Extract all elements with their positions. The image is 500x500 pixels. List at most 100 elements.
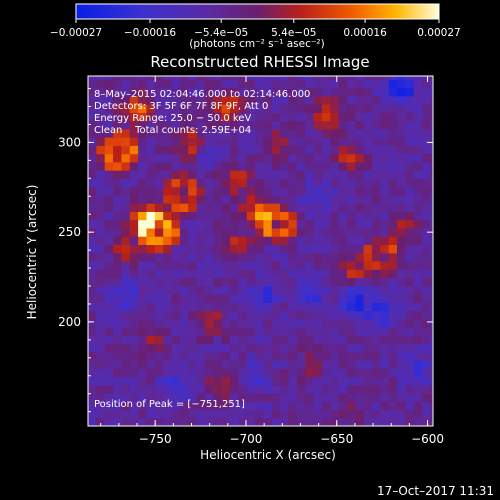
heatmap-cell: [188, 161, 198, 171]
heatmap-cell: [204, 318, 214, 328]
heatmap-cell: [305, 211, 315, 221]
heatmap-cell: [138, 376, 148, 386]
heatmap-cell: [213, 95, 223, 105]
heatmap-cell: [363, 260, 373, 270]
heatmap-cell: [121, 104, 131, 113]
heatmap-cell: [405, 104, 415, 113]
heatmap-cell: [246, 211, 256, 221]
heatmap-cell: [422, 409, 432, 419]
heatmap-cell: [121, 153, 131, 163]
heatmap-cell: [313, 359, 323, 369]
heatmap-cell: [413, 335, 423, 345]
heatmap-cell: [196, 409, 206, 419]
heatmap-cell: [204, 170, 214, 179]
heatmap-cell: [397, 76, 406, 80]
heatmap-cell: [430, 137, 433, 146]
colorbar: −0.00027 −0.00016 −5.4e−05 5.4e−05 0.00016 0.…: [50, 3, 461, 50]
heatmap-cell: [296, 384, 306, 394]
heatmap-cell: [380, 318, 390, 328]
heatmap-cell: [255, 137, 265, 146]
heatmap-cell: [113, 178, 123, 188]
heatmap-cell: [405, 203, 415, 212]
heatmap-cell: [138, 293, 148, 303]
heatmap-cell: [296, 351, 306, 361]
heatmap-cell: [263, 326, 273, 336]
heatmap-cell: [430, 351, 433, 361]
heatmap-cell: [430, 161, 433, 171]
heatmap-cell: [271, 219, 281, 229]
heatmap-cell: [280, 219, 290, 229]
heatmap-cell: [138, 137, 148, 146]
heatmap-cell: [121, 409, 131, 419]
heatmap-cell: [196, 376, 206, 386]
heatmap-cell: [430, 417, 433, 426]
heatmap-cell: [104, 178, 114, 188]
heatmap-cell: [246, 384, 256, 394]
heatmap-cell: [338, 170, 348, 179]
heatmap-cell: [363, 137, 373, 146]
heatmap-cell: [163, 277, 173, 287]
heatmap-cell: [104, 87, 114, 97]
heatmap-cell: [213, 244, 223, 254]
heatmap-cell: [380, 95, 390, 105]
heatmap-cell: [204, 104, 214, 113]
heatmap-cell: [388, 393, 398, 402]
heatmap-cell: [255, 128, 265, 138]
heatmap-cell: [246, 310, 256, 320]
heatmap-cell: [238, 351, 248, 361]
heatmap-cell: [296, 120, 306, 130]
heatmap-cell: [171, 145, 181, 155]
heatmap-cell: [213, 310, 223, 320]
x-axis: −750 −700 −650 −600: [100, 76, 444, 446]
heatmap-cell: [397, 219, 406, 229]
heatmap-cell: [405, 95, 415, 105]
heatmap-cell: [346, 285, 356, 295]
heatmap-cell: [196, 186, 206, 196]
heatmap-cell: [188, 302, 198, 312]
heatmap-cell: [88, 186, 97, 196]
heatmap-cell: [413, 409, 423, 419]
heatmap-cell: [288, 76, 298, 80]
heatmap-cell: [330, 417, 340, 426]
heatmap-cell: [405, 170, 415, 179]
heatmap-cell: [121, 95, 131, 105]
heatmap-cell: [204, 293, 214, 303]
heatmap-cell: [246, 128, 256, 138]
heatmap-cell: [413, 384, 423, 394]
heatmap-cell: [380, 409, 390, 419]
heatmap-cell: [430, 76, 433, 80]
heatmap-cell: [380, 293, 390, 303]
heatmap-cell: [188, 145, 198, 155]
heatmap-cell: [96, 236, 106, 245]
heatmap-cell: [413, 104, 423, 113]
heatmap-cell: [188, 244, 198, 254]
heatmap-cell: [363, 178, 373, 188]
heatmap-cell: [313, 376, 323, 386]
heatmap-cell: [238, 260, 248, 270]
heatmap-cell: [305, 417, 315, 426]
heatmap-cell: [397, 310, 406, 320]
heatmap-cell: [363, 310, 373, 320]
heatmap-cell: [338, 260, 348, 270]
heatmap-cell: [372, 87, 381, 97]
heatmap-cell: [238, 285, 248, 295]
heatmap-cell: [305, 178, 315, 188]
heatmap-cell: [330, 128, 340, 138]
heatmap-cell: [271, 112, 281, 122]
heatmap-cell: [96, 401, 106, 411]
heatmap-cell: [129, 178, 139, 188]
heatmap-cell: [372, 227, 381, 237]
heatmap-cell: [246, 376, 256, 386]
heatmap-cell: [271, 236, 281, 245]
heatmap-cell: [288, 128, 298, 138]
heatmap-cell: [263, 285, 273, 295]
heatmap-cell: [321, 343, 331, 353]
heatmap-cell: [104, 104, 114, 113]
heatmap-cell: [405, 409, 415, 419]
heatmap-cell: [296, 409, 306, 419]
heatmap-cell: [372, 393, 381, 402]
heatmap-cell: [221, 343, 231, 353]
heatmap-cell: [113, 128, 123, 138]
heatmap-cell: [171, 236, 181, 245]
heatmap-cell: [338, 128, 348, 138]
